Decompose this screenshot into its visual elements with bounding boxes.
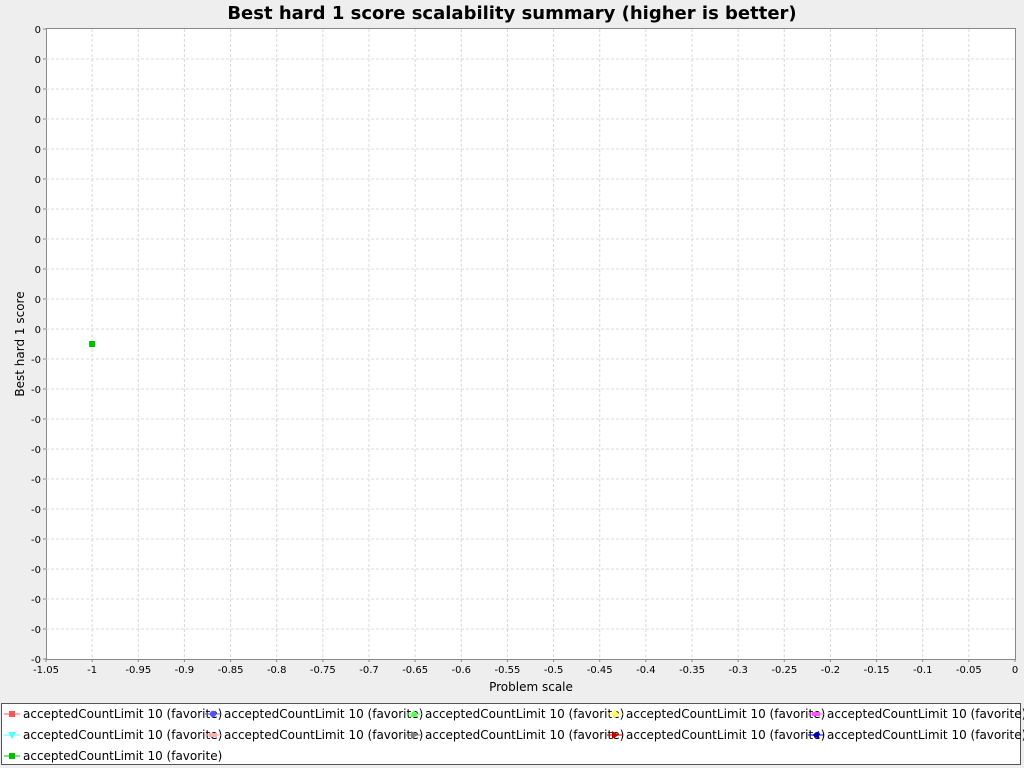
y-tick-label: -0 <box>31 595 41 606</box>
x-tick-label: -0.75 <box>310 665 336 676</box>
y-tick-label: 0 <box>35 175 41 186</box>
y-tick-label: 0 <box>35 295 41 306</box>
y-axis-label: Best hard 1 score <box>13 291 27 396</box>
legend-item: acceptedCountLimit 10 (favorite) <box>205 706 423 722</box>
legend-label: acceptedCountLimit 10 (favorite) <box>224 707 424 721</box>
y-tick-label: -0 <box>31 445 41 456</box>
legend-item: acceptedCountLimit 10 (favorite) <box>4 727 222 743</box>
x-tick-label: -0.8 <box>267 665 287 676</box>
legend-marker <box>4 753 20 759</box>
x-tick-label: 0 <box>1012 665 1018 676</box>
legend-item: acceptedCountLimit 10 (favorite) <box>406 727 624 743</box>
legend-marker <box>607 731 623 739</box>
chart-title: Best hard 1 score scalability summary (h… <box>227 3 797 24</box>
y-tick-label: 0 <box>35 25 41 36</box>
legend-item: acceptedCountLimit 10 (favorite) <box>4 706 222 722</box>
x-tick-label: -1.05 <box>33 665 59 676</box>
x-tick-label: -0.35 <box>679 665 705 676</box>
legend-marker <box>406 710 422 717</box>
x-tick-label: -0.95 <box>125 665 151 676</box>
x-tick-label: -0.45 <box>587 665 613 676</box>
legend-marker <box>808 731 824 739</box>
y-tick-label: -0 <box>31 625 41 636</box>
x-tick-label: -0.25 <box>771 665 797 676</box>
legend-label: acceptedCountLimit 10 (favorite) <box>224 728 424 742</box>
chart-plot: -1.05 -1 -0.95 -0.9 -0.85 -0.8 -0.75 -0.7 -0.65 -… <box>13 25 1018 694</box>
x-tick-label: -0.1 <box>913 665 933 676</box>
y-tick-label: 0 <box>35 205 41 216</box>
y-tick-label: -0 <box>31 565 41 576</box>
y-tick-label: -0 <box>31 505 41 516</box>
legend-label: acceptedCountLimit 10 (favorite) <box>827 728 1024 742</box>
legend-item: acceptedCountLimit 10 (favorite) <box>4 748 222 764</box>
legend-item: acceptedCountLimit 10 (favorite) <box>607 727 825 743</box>
y-tick-label: 0 <box>35 55 41 66</box>
x-tick-label: -0.2 <box>821 665 841 676</box>
legend-label: acceptedCountLimit 10 (favorite) <box>425 728 625 742</box>
y-tick-label: 0 <box>35 235 41 246</box>
legend-marker <box>205 733 221 737</box>
legend-label: acceptedCountLimit 10 (favorite) <box>626 728 826 742</box>
y-tick-label: 0 <box>35 325 41 336</box>
legend-label: acceptedCountLimit 10 (favorite) <box>827 707 1024 721</box>
y-tick-label: -0 <box>31 475 41 486</box>
x-tick-label: -0.5 <box>544 665 564 676</box>
legend-marker <box>205 710 221 718</box>
data-point <box>89 341 96 347</box>
x-axis-label: Problem scale <box>489 680 573 694</box>
legend: acceptedCountLimit 10 (favorite) accepted… <box>1 703 1024 765</box>
x-tick-label: -0.65 <box>402 665 428 676</box>
legend-marker <box>4 732 20 739</box>
legend-marker <box>607 710 623 718</box>
legend-item: acceptedCountLimit 10 (favorite) <box>808 727 1024 743</box>
legend-label: acceptedCountLimit 10 (favorite) <box>23 749 223 763</box>
y-tick-label: -0 <box>31 385 41 396</box>
legend-marker <box>808 712 824 716</box>
y-tick-label: -0 <box>31 415 41 426</box>
x-tick-label: -0.9 <box>175 665 195 676</box>
x-tick-label: -1 <box>87 665 97 676</box>
x-tick-label: -0.55 <box>494 665 520 676</box>
x-tick-label: -0.6 <box>452 665 472 676</box>
legend-marker <box>4 711 20 717</box>
y-tick-label: -0 <box>31 535 41 546</box>
x-tick-label: -0.05 <box>956 665 982 676</box>
x-tick-label: -0.85 <box>218 665 244 676</box>
legend-label: acceptedCountLimit 10 (favorite) <box>23 728 223 742</box>
x-tick-label: -0.4 <box>636 665 656 676</box>
y-tick-label: 0 <box>35 145 41 156</box>
x-tick-label: -0.7 <box>359 665 379 676</box>
y-tick-label: 0 <box>35 265 41 276</box>
x-tick-label: -0.15 <box>864 665 890 676</box>
legend-label: acceptedCountLimit 10 (favorite) <box>626 707 826 721</box>
y-tick-label: 0 <box>35 115 41 126</box>
legend-label: acceptedCountLimit 10 (favorite) <box>23 707 223 721</box>
y-tick-label: 0 <box>35 85 41 96</box>
legend-marker <box>406 731 422 739</box>
legend-item: acceptedCountLimit 10 (favorite) <box>808 706 1024 722</box>
legend-item: acceptedCountLimit 10 (favorite) <box>205 727 423 743</box>
legend-item: acceptedCountLimit 10 (favorite) <box>406 706 624 722</box>
y-tick-label: -0 <box>31 355 41 366</box>
y-tick-label: -0 <box>31 655 41 666</box>
x-tick-label: -0.3 <box>728 665 748 676</box>
legend-item: acceptedCountLimit 10 (favorite) <box>607 706 825 722</box>
legend-label: acceptedCountLimit 10 (favorite) <box>425 707 625 721</box>
plot-area <box>46 28 1016 660</box>
